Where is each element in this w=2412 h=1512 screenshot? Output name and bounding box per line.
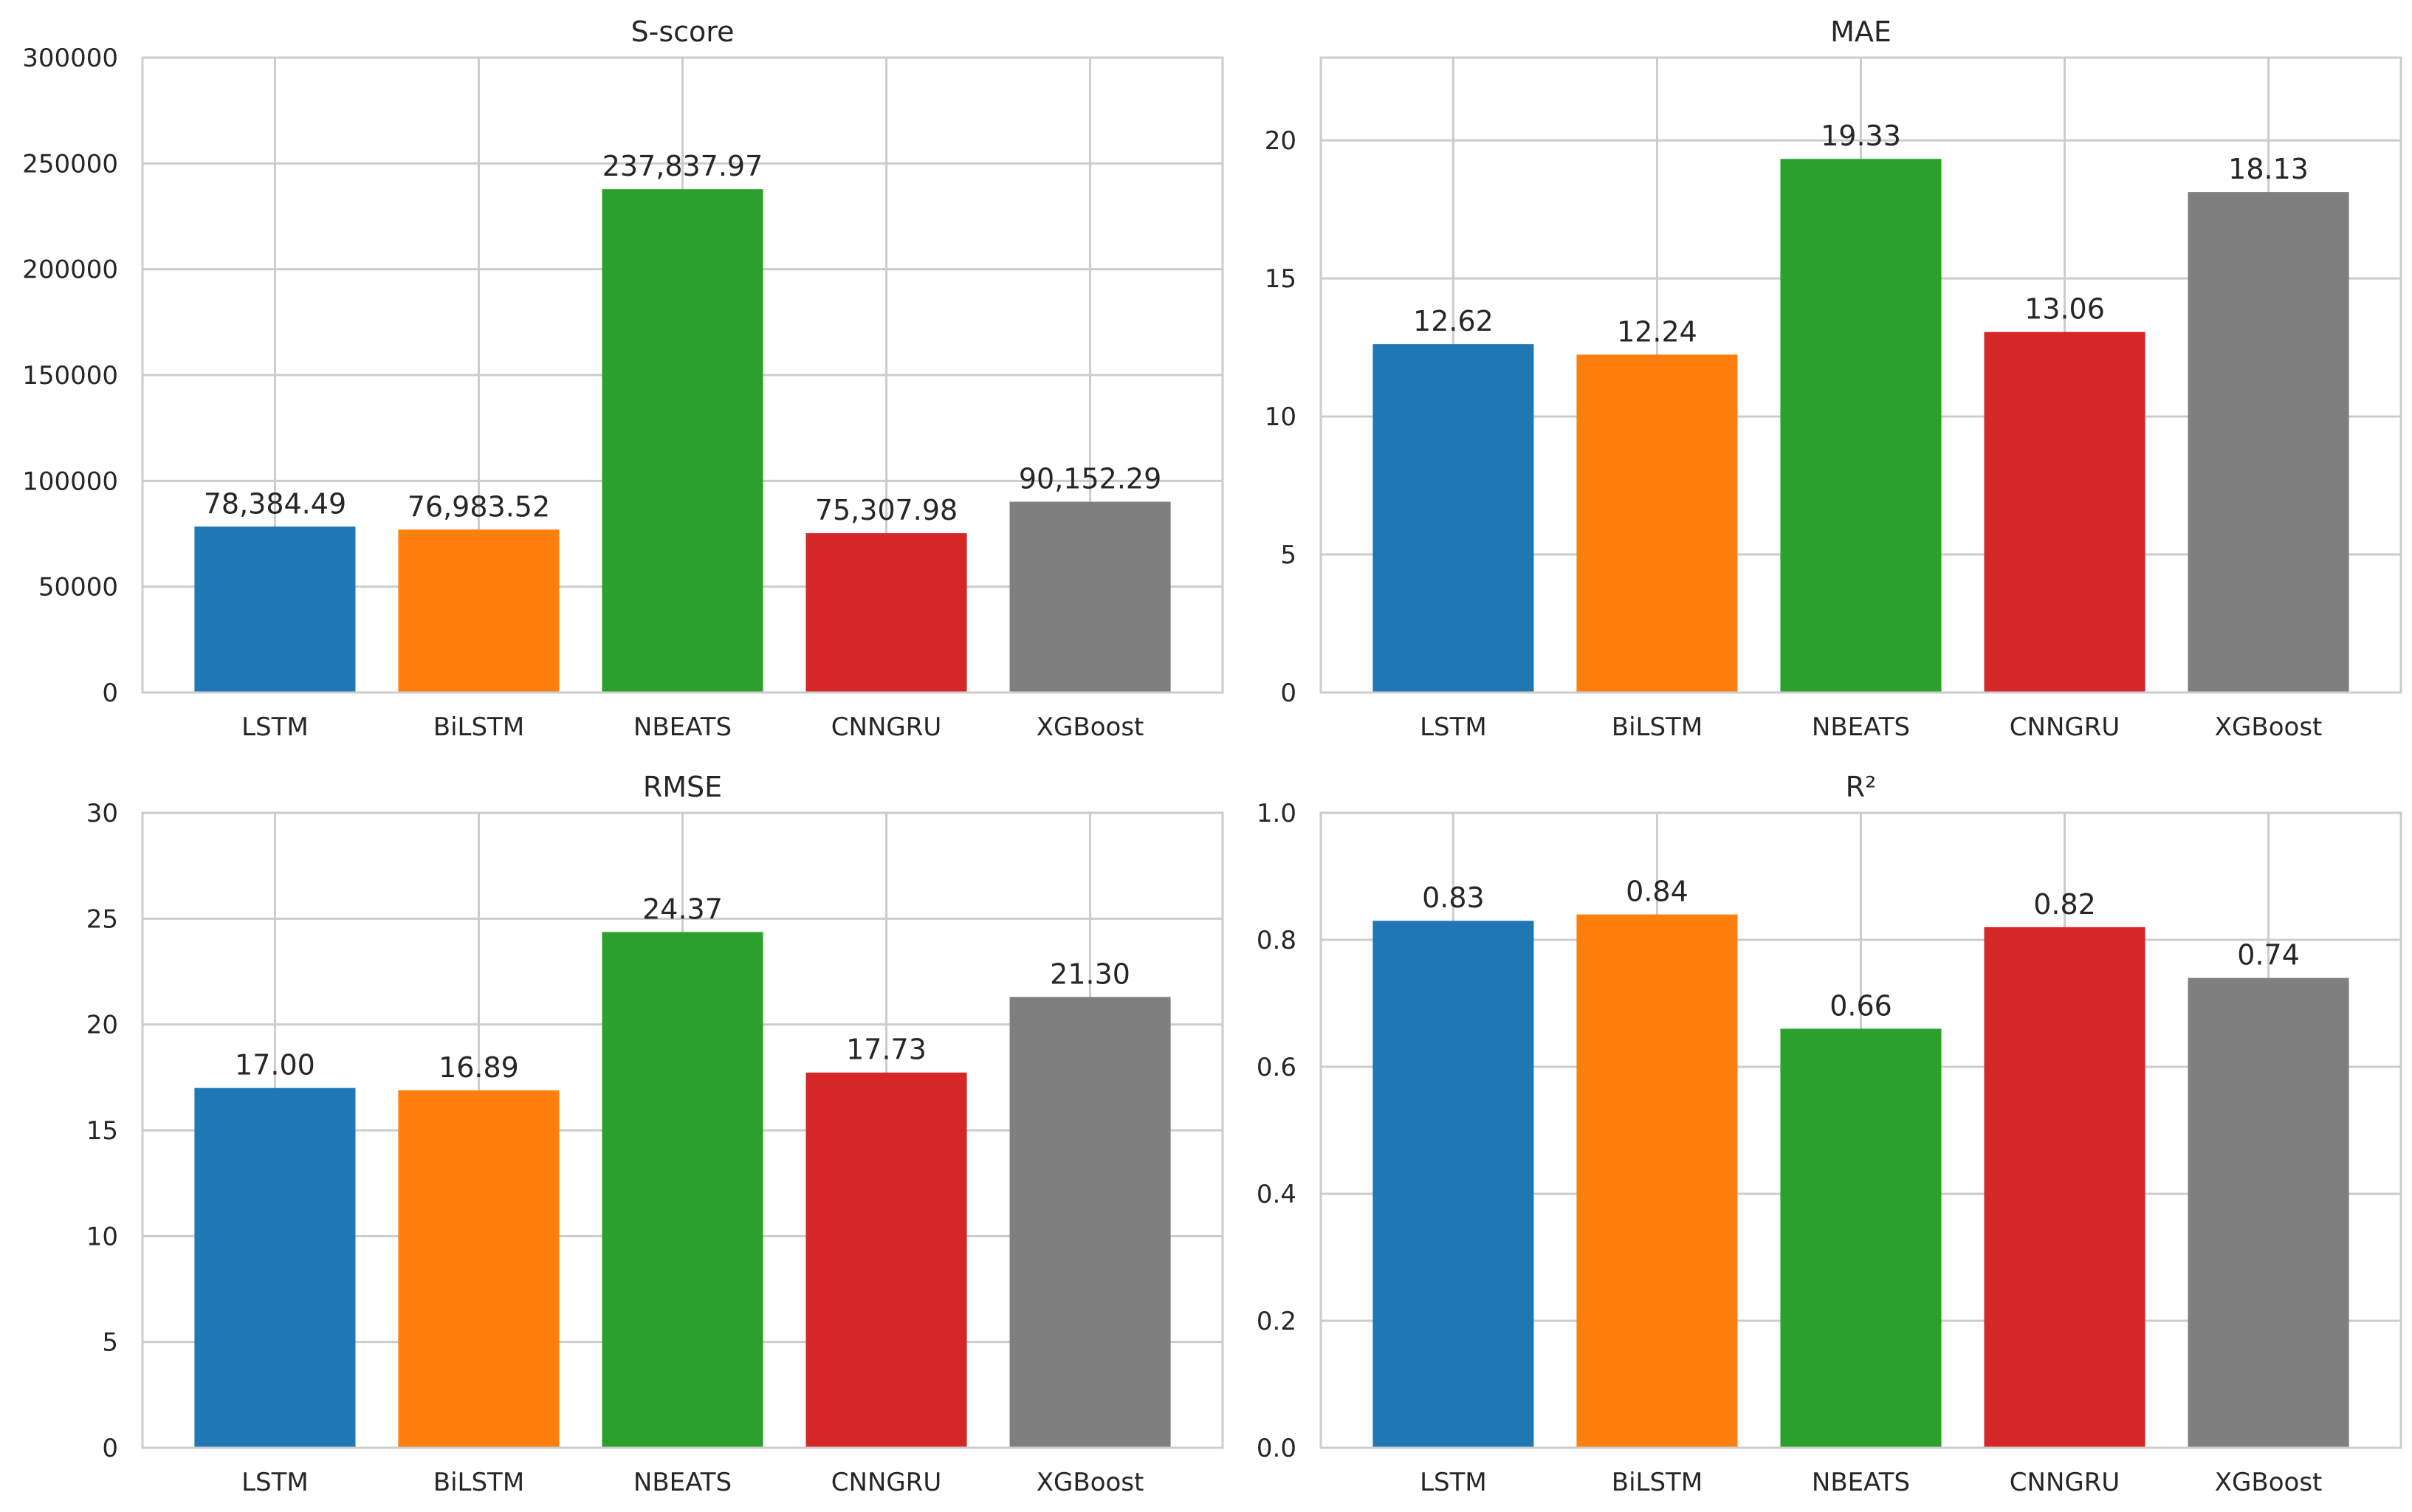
bar-cnngru	[1984, 927, 2145, 1448]
y-tick-label: 20	[1265, 126, 1296, 156]
y-tick-label: 15	[86, 1116, 118, 1146]
bar-xgboost	[1009, 501, 1171, 693]
plot-frame	[141, 56, 1224, 694]
x-tick-label: CNNGRU	[2010, 712, 2120, 742]
data-label: 12.24	[1617, 315, 1697, 348]
data-label: 19.33	[1821, 120, 1901, 152]
x-tick-label: NBEATS	[1812, 712, 1910, 742]
bar-lstm	[194, 526, 356, 693]
x-tick-label: CNNGRU	[2010, 1468, 2120, 1497]
y-tick-label: 5	[102, 1328, 118, 1358]
y-tick-label: 0.6	[1257, 1053, 1296, 1082]
bar-nbeats	[602, 932, 763, 1448]
data-label: 75,307.98	[815, 494, 958, 526]
y-tick-label: 25	[86, 904, 118, 934]
bar-nbeats	[1780, 1028, 1942, 1448]
data-label: 0.74	[2237, 939, 2300, 972]
y-tick-label: 0	[102, 1434, 118, 1463]
plot-frame	[1319, 56, 2402, 694]
bar-nbeats	[602, 189, 763, 693]
x-tick-label: NBEATS	[1812, 1468, 1910, 1497]
x-tick-label: LSTM	[241, 712, 309, 742]
bar-bilstm	[398, 529, 560, 693]
data-label: 78,384.49	[204, 487, 346, 520]
bar-xgboost	[1009, 997, 1171, 1448]
data-label: 17.00	[235, 1049, 315, 1082]
chart-panel-3: 0.83 0.84 0.66 0.82 0.74 0.0 0.2 0.4 0.6 0.8 1.0 LS…	[1257, 771, 2402, 1497]
x-tick-label: BiLSTM	[433, 712, 524, 742]
data-label: 0.83	[1422, 882, 1485, 914]
y-tick-label: 30	[86, 799, 118, 828]
x-tick-label: CNNGRU	[831, 1468, 941, 1497]
x-tick-label: NBEATS	[633, 712, 732, 742]
chart-panel-0: 78,384.49 76,983.52 237,837.97 75,307.98 90,…	[22, 16, 1224, 742]
y-tick-label: 100000	[22, 467, 118, 496]
x-tick-label: LSTM	[1420, 1468, 1487, 1497]
data-label: 90,152.29	[1019, 463, 1161, 495]
y-tick-label: 250000	[22, 149, 118, 179]
bar-bilstm	[398, 1090, 560, 1448]
x-tick-label: BiLSTM	[433, 1468, 524, 1497]
chart-title: MAE	[1830, 16, 1892, 48]
data-label: 16.89	[439, 1051, 519, 1084]
bar-lstm	[1372, 921, 1534, 1448]
data-label: 21.30	[1050, 958, 1130, 990]
data-label: 18.13	[2228, 153, 2309, 185]
data-label: 17.73	[846, 1034, 927, 1066]
bar-xgboost	[2188, 977, 2349, 1448]
bar-lstm	[194, 1087, 356, 1448]
y-tick-label: 10	[1265, 402, 1296, 432]
y-tick-label: 20	[86, 1011, 118, 1040]
y-tick-label: 5	[1280, 540, 1296, 570]
x-tick-label: XGBoost	[2215, 712, 2323, 742]
plot-frame	[141, 811, 1224, 1449]
y-tick-label: 0.8	[1257, 926, 1296, 955]
data-label: 0.82	[2033, 888, 2096, 921]
y-tick-label: 10	[86, 1222, 118, 1251]
x-tick-label: CNNGRU	[831, 712, 941, 742]
x-tick-label: LSTM	[1420, 712, 1487, 742]
x-tick-label: BiLSTM	[1612, 1468, 1703, 1497]
data-label: 237,837.97	[602, 150, 763, 182]
y-tick-label: 0	[102, 678, 118, 708]
bar-bilstm	[1576, 354, 1738, 693]
y-tick-label: 0.0	[1257, 1434, 1296, 1463]
x-tick-label: LSTM	[241, 1468, 309, 1497]
y-tick-label: 300000	[22, 44, 118, 73]
bar-bilstm	[1576, 914, 1738, 1448]
y-tick-label: 0	[1280, 678, 1296, 708]
chart-panel-1: 12.62 12.24 19.33 13.06 18.13 0 5 10 15 20 LSTM BiL…	[1265, 16, 2402, 742]
bar-cnngru	[805, 1072, 967, 1448]
data-label: 13.06	[2024, 293, 2105, 326]
x-tick-label: XGBoost	[1037, 1468, 1144, 1497]
bar-cnngru	[805, 533, 967, 693]
data-label: 24.37	[642, 893, 723, 925]
plot-frame	[1319, 811, 2402, 1449]
chart-panel-2: 17.00 16.89 24.37 17.73 21.30 0 5 10 15 20 25 30 LST…	[86, 771, 1224, 1497]
data-label: 0.66	[1829, 989, 1892, 1022]
bar-nbeats	[1780, 159, 1942, 693]
y-tick-label: 0.4	[1257, 1180, 1296, 1209]
y-tick-label: 1.0	[1257, 799, 1296, 828]
y-tick-label: 15	[1265, 264, 1296, 294]
chart-title: R²	[1846, 771, 1877, 803]
y-tick-label: 150000	[22, 361, 118, 391]
data-label: 0.84	[1626, 876, 1688, 908]
bar-cnngru	[1984, 331, 2145, 693]
chart-title: S-score	[631, 16, 735, 48]
y-tick-label: 0.2	[1257, 1307, 1296, 1336]
y-tick-label: 50000	[38, 573, 118, 602]
y-tick-label: 200000	[22, 255, 118, 285]
data-label: 76,983.52	[408, 490, 550, 523]
x-tick-label: NBEATS	[633, 1468, 732, 1497]
bar-xgboost	[2188, 192, 2349, 693]
x-tick-label: XGBoost	[2215, 1468, 2323, 1497]
x-tick-label: XGBoost	[1037, 712, 1144, 742]
x-tick-label: BiLSTM	[1612, 712, 1703, 742]
chart-title: RMSE	[643, 771, 722, 803]
data-label: 12.62	[1413, 305, 1494, 337]
bar-lstm	[1372, 344, 1534, 693]
